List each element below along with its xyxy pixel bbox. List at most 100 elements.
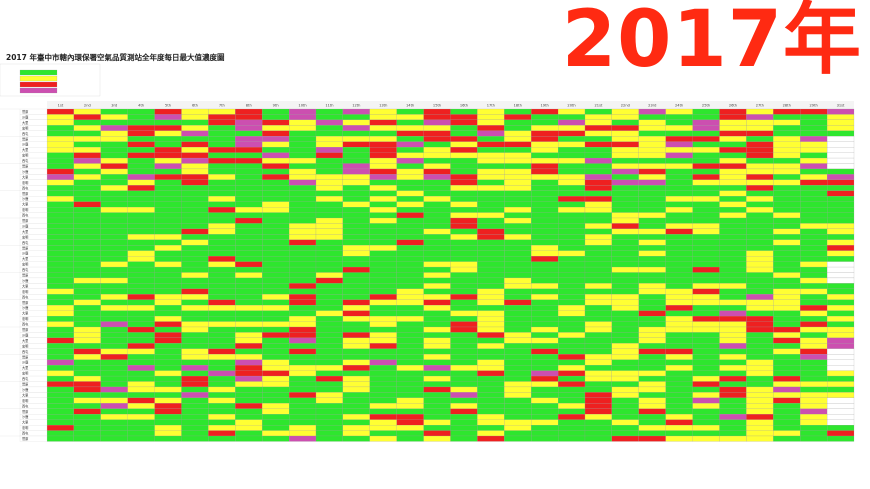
- station-label: 大里: [22, 229, 29, 234]
- heatmap-cell: [208, 130, 236, 137]
- heatmap-cell: [557, 141, 586, 148]
- heatmap-cell: [557, 316, 586, 322]
- heatmap-cell: [692, 228, 720, 235]
- heatmap-cell: [100, 326, 128, 333]
- heatmap-cell: [369, 386, 397, 393]
- heatmap-cell: [46, 365, 74, 371]
- heatmap-cell: [638, 359, 666, 366]
- heatmap-cell: [557, 256, 586, 262]
- heatmap-cell: [746, 408, 774, 415]
- heatmap-cell: [369, 201, 397, 208]
- heatmap-cell: [557, 157, 586, 164]
- heatmap-cell: [46, 326, 74, 333]
- heatmap-cell: [315, 365, 343, 371]
- heatmap-cell: [369, 179, 397, 186]
- heatmap-cell: [638, 130, 666, 137]
- heatmap-cell: [826, 392, 855, 398]
- heatmap-cell: [531, 337, 559, 344]
- heatmap-cell: [450, 201, 478, 208]
- day-header: 22nd: [621, 104, 630, 108]
- heatmap-cell: [719, 250, 747, 257]
- heatmap-cell: [584, 207, 612, 213]
- heatmap-cell: [800, 321, 828, 328]
- heatmap-cell: [342, 425, 370, 431]
- heatmap-cell: [369, 234, 397, 240]
- heatmap-cell: [342, 217, 370, 224]
- heatmap-cell: [504, 435, 532, 442]
- heatmap-cell: [396, 152, 424, 159]
- heatmap-cell: [154, 217, 182, 224]
- day-header-row: [47, 101, 854, 109]
- heatmap-cell: [396, 435, 424, 442]
- heatmap-cell: [719, 343, 747, 349]
- heatmap-cell: [262, 310, 290, 317]
- heatmap-cell: [450, 277, 478, 284]
- heatmap-cell: [342, 245, 370, 251]
- heatmap-cell: [262, 163, 290, 170]
- heatmap-cell: [342, 316, 370, 322]
- heatmap-cell: [396, 228, 424, 235]
- heatmap-cell: [773, 212, 801, 219]
- heatmap-cell: [450, 332, 478, 339]
- heatmap-cell: [46, 125, 74, 131]
- heatmap-cell: [46, 179, 74, 186]
- heatmap-cell: [773, 337, 801, 344]
- heatmap-cell: [235, 305, 263, 311]
- heatmap-cell: [181, 157, 209, 164]
- heatmap-cell: [584, 321, 612, 328]
- heatmap-cell: [127, 261, 155, 268]
- heatmap-cell: [262, 403, 290, 409]
- heatmap-cell: [611, 435, 639, 442]
- heatmap-cell: [746, 234, 774, 240]
- heatmap-cell: [46, 294, 74, 300]
- heatmap-cell: [477, 130, 505, 137]
- station-label: 沙鹿: [22, 305, 29, 310]
- heatmap-cell: [262, 223, 290, 229]
- heatmap-cell: [73, 332, 101, 339]
- heatmap-cell: [315, 316, 343, 322]
- heatmap-cell: [826, 381, 855, 388]
- heatmap-cell: [46, 370, 74, 377]
- heatmap-cell: [773, 370, 801, 377]
- heatmap-cell: [692, 163, 720, 170]
- heatmap-cell: [531, 310, 559, 317]
- heatmap-cell: [746, 141, 774, 148]
- heatmap-cell: [826, 316, 855, 322]
- heatmap-cell: [46, 217, 74, 224]
- heatmap-cell: [46, 130, 74, 137]
- heatmap-cell: [800, 272, 828, 279]
- heatmap-cell: [638, 245, 666, 251]
- heatmap-cell: [557, 114, 586, 120]
- heatmap-cell: [746, 392, 774, 398]
- heatmap-cell: [531, 185, 559, 191]
- heatmap-cell: [396, 381, 424, 388]
- heatmap-cell: [181, 256, 209, 262]
- heatmap-cell: [450, 310, 478, 317]
- heatmap-cell: [826, 419, 855, 426]
- heatmap-cell: [692, 119, 720, 126]
- heatmap-cell: [800, 365, 828, 371]
- heatmap-cell: [800, 266, 828, 273]
- heatmap-cell: [531, 283, 559, 289]
- heatmap-cell: [342, 114, 370, 120]
- heatmap-cell: [746, 119, 774, 126]
- heatmap-cell: [342, 119, 370, 126]
- heatmap-cell: [315, 332, 343, 339]
- heatmap-cell: [638, 392, 666, 398]
- heatmap-cell: [800, 179, 828, 186]
- heatmap-cell: [396, 261, 424, 268]
- heatmap-cell: [557, 217, 586, 224]
- heatmap-cell: [342, 359, 370, 366]
- heatmap-cell: [719, 261, 747, 268]
- heatmap-cell: [450, 321, 478, 328]
- heatmap-cell: [289, 288, 317, 295]
- heatmap-cell: [369, 256, 397, 262]
- heatmap-cell: [262, 147, 290, 153]
- heatmap-cell: [46, 266, 74, 273]
- heatmap-cell: [504, 425, 532, 431]
- heatmap-cell: [342, 419, 370, 426]
- heatmap-cell: [477, 147, 505, 153]
- heatmap-cell: [342, 147, 370, 153]
- heatmap-cell: [342, 277, 370, 284]
- heatmap-cell: [73, 207, 101, 213]
